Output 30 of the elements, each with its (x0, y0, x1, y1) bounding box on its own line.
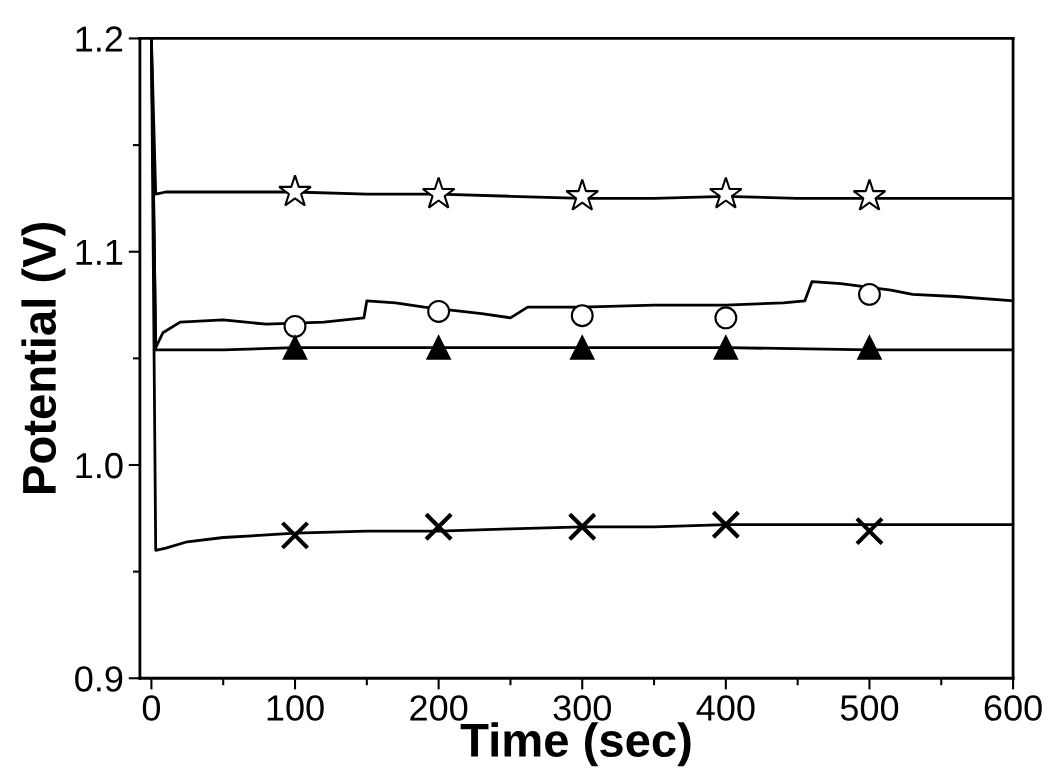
point (708, 176, 743, 209)
point (854, 516, 885, 546)
x-tick-label: 0 (142, 695, 161, 721)
y-tick-label: 0.9 (75, 666, 123, 692)
point (278, 174, 312, 207)
point (857, 335, 882, 360)
y-axis-title: Potential (V) (21, 222, 66, 493)
point (421, 176, 456, 209)
point (713, 335, 738, 360)
x-tick-label: 200 (410, 695, 468, 721)
x-tick-label: 500 (840, 695, 899, 721)
point (570, 304, 594, 328)
point (427, 299, 451, 323)
y-tick-label: 1.1 (76, 239, 123, 265)
x-tick-label: 600 (984, 695, 1042, 721)
point (426, 335, 451, 360)
x-tick-label: 100 (267, 695, 324, 721)
point (565, 178, 600, 211)
point (858, 282, 881, 306)
point (714, 306, 738, 330)
y-tick-label: 1.2 (76, 26, 123, 52)
point (424, 512, 454, 542)
point (283, 314, 307, 338)
x-tick-label: 300 (553, 695, 611, 721)
point (282, 335, 308, 360)
x-axis-title: Time (sec) (460, 722, 691, 767)
y-tick-label: 1.0 (76, 452, 123, 479)
point (570, 335, 595, 360)
x-tick-label: 400 (696, 695, 755, 721)
point (852, 178, 887, 211)
